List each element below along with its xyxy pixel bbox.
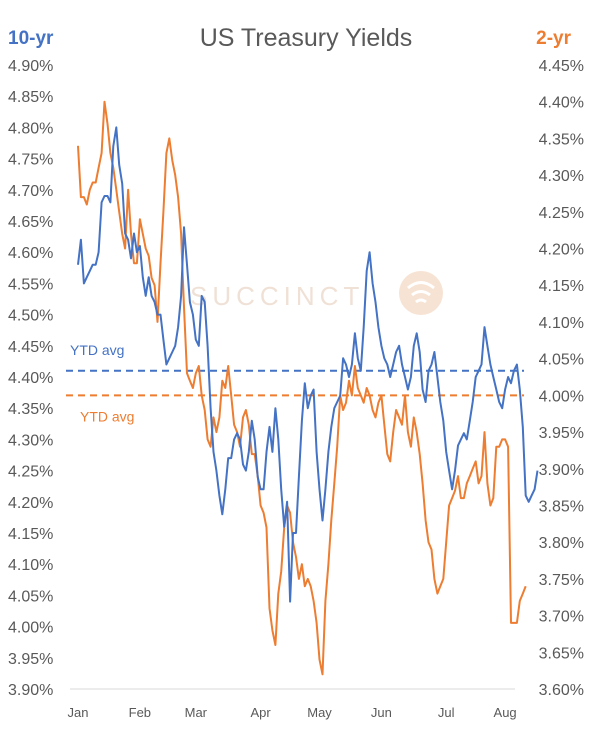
right-tick-label: 4.10%	[539, 315, 584, 332]
right-axis-ticks: 3.60% 3.65% 3.70% 3.75% 3.80% 3.85% 3.90% 3.95%…	[539, 58, 584, 699]
left-tick-label: 4.70%	[8, 183, 53, 200]
x-tick-label: Aug	[494, 705, 517, 720]
left-tick-label: 4.40%	[8, 370, 53, 387]
right-tick-label: 4.25%	[539, 205, 584, 222]
left-tick-label: 4.05%	[8, 588, 53, 605]
right-tick-label: 4.15%	[539, 278, 584, 295]
x-tick-label: Mar	[185, 705, 208, 720]
left-tick-label: 4.75%	[8, 152, 53, 169]
left-tick-label: 4.90%	[8, 58, 53, 75]
left-tick-label: 4.35%	[8, 401, 53, 418]
right-tick-label: 3.75%	[539, 572, 584, 589]
right-tick-label: 3.95%	[539, 425, 584, 442]
watermark-logo-icon	[399, 271, 443, 315]
right-tick-label: 4.30%	[539, 168, 584, 185]
left-tick-label: 4.60%	[8, 245, 53, 262]
right-tick-label: 3.90%	[539, 462, 584, 479]
x-tick-label: Jan	[68, 705, 89, 720]
right-tick-label: 4.20%	[539, 242, 584, 259]
series-lines	[77, 100, 539, 676]
right-tick-label: 3.70%	[539, 609, 584, 626]
left-tick-label: 4.55%	[8, 276, 53, 293]
two-yr-series-line	[77, 100, 527, 676]
left-axis-title: 10-yr	[8, 28, 54, 49]
ten-yr-avg-label: YTD avg	[70, 342, 124, 358]
x-tick-label: Apr	[251, 705, 272, 720]
right-tick-label: 4.05%	[539, 352, 584, 369]
right-tick-label: 4.35%	[539, 131, 584, 148]
left-tick-label: 4.25%	[8, 464, 53, 481]
left-tick-label: 4.10%	[8, 557, 53, 574]
left-tick-label: 4.00%	[8, 620, 53, 637]
ten-yr-series-line	[77, 126, 539, 603]
left-tick-label: 4.50%	[8, 308, 53, 325]
left-tick-label: 4.30%	[8, 432, 53, 449]
watermark-text: SUCCINCT	[190, 281, 364, 311]
right-tick-label: 4.00%	[539, 388, 584, 405]
left-tick-label: 3.90%	[8, 682, 53, 699]
reference-lines: YTD avg YTD avg	[66, 342, 524, 424]
two-yr-avg-label: YTD avg	[80, 408, 134, 424]
left-tick-label: 3.95%	[8, 651, 53, 668]
right-tick-label: 4.45%	[539, 58, 584, 75]
watermark: SUCCINCT	[190, 271, 443, 315]
left-tick-label: 4.85%	[8, 89, 53, 106]
right-tick-label: 3.80%	[539, 535, 584, 552]
left-tick-label: 4.20%	[8, 495, 53, 512]
right-tick-label: 3.60%	[539, 682, 584, 699]
x-axis-ticks: Jan Feb Mar Apr May Jun Jul Aug	[68, 705, 517, 720]
left-axis-ticks: 3.90% 3.95% 4.00% 4.05% 4.10% 4.15% 4.20% 4.25%…	[8, 58, 53, 699]
left-tick-label: 4.45%	[8, 339, 53, 356]
x-tick-label: Jul	[438, 705, 455, 720]
right-tick-label: 4.40%	[539, 95, 584, 112]
left-tick-label: 4.15%	[8, 526, 53, 543]
x-tick-label: Feb	[129, 705, 151, 720]
right-tick-label: 3.85%	[539, 498, 584, 515]
x-tick-label: May	[307, 705, 332, 720]
x-tick-label: Jun	[371, 705, 392, 720]
chart-title: US Treasury Yields	[200, 24, 413, 52]
right-axis-title: 2-yr	[536, 28, 571, 49]
left-tick-label: 4.65%	[8, 214, 53, 231]
right-tick-label: 3.65%	[539, 645, 584, 662]
left-tick-label: 4.80%	[8, 120, 53, 137]
